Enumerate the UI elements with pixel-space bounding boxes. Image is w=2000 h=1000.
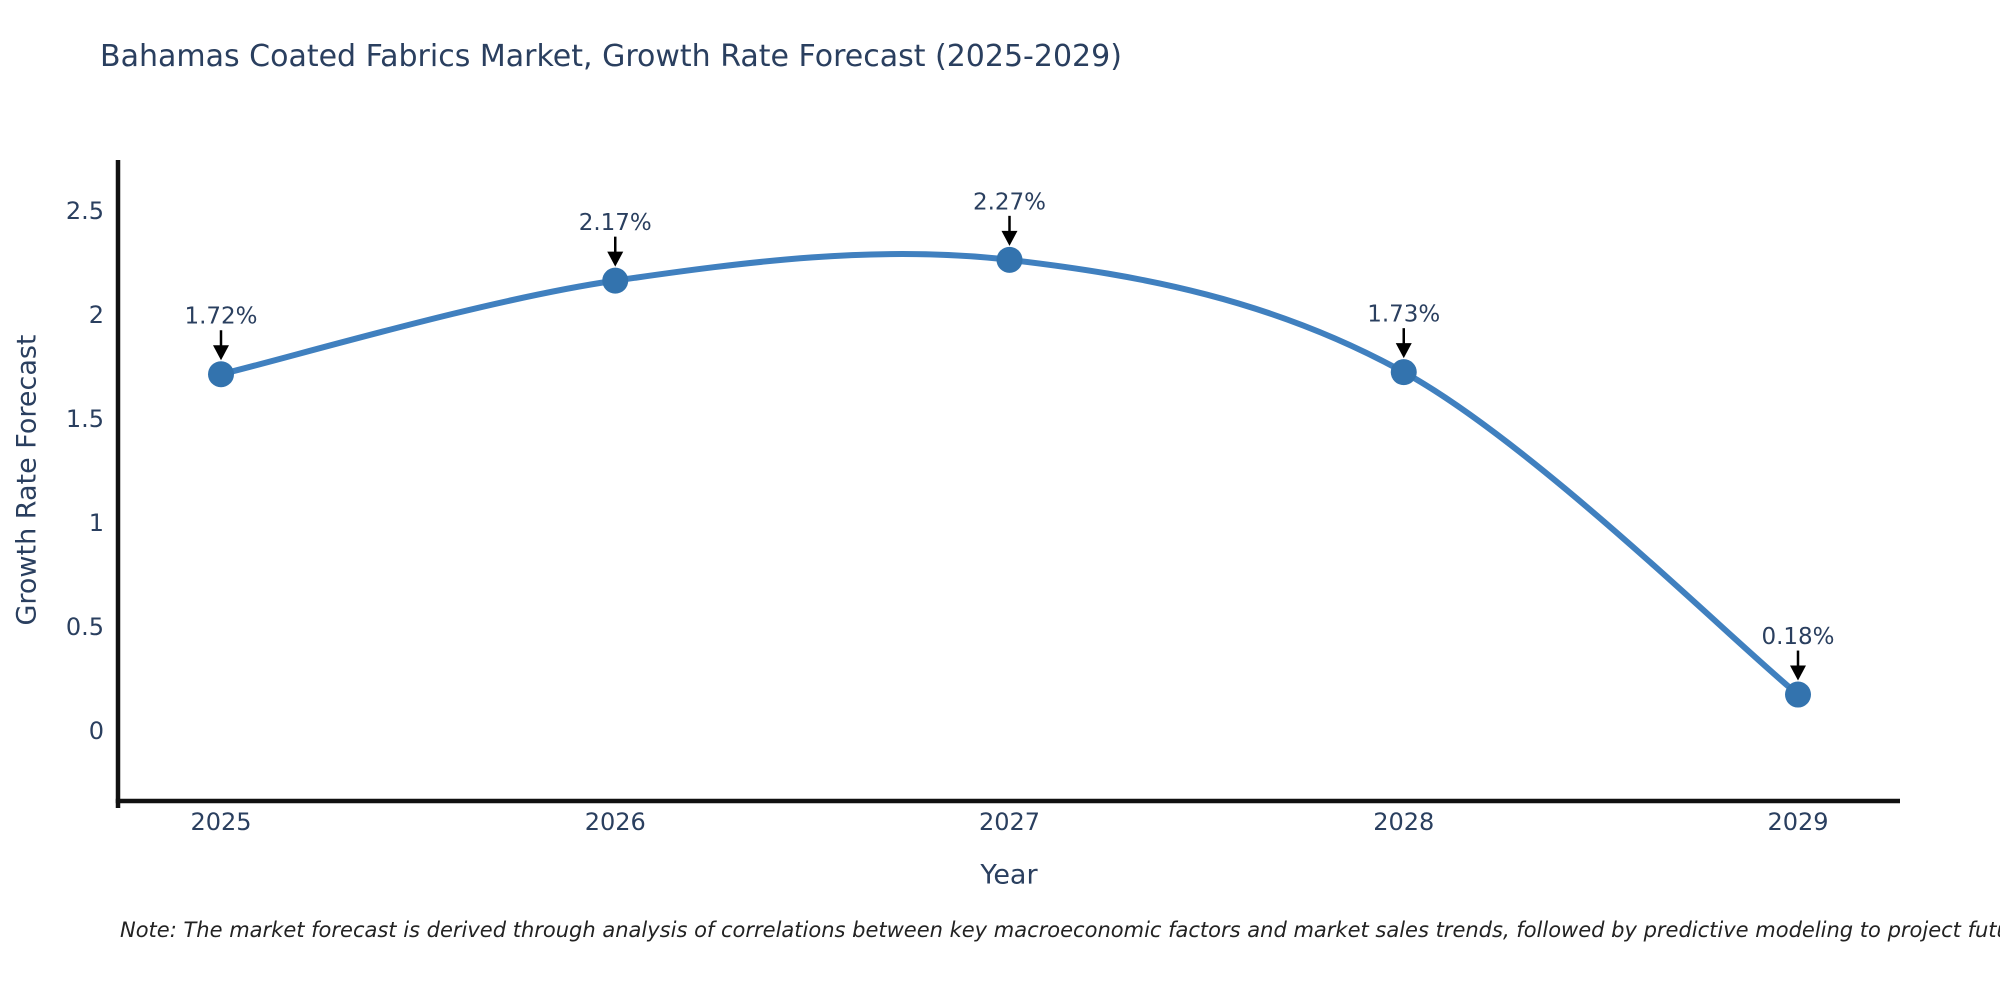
- annotation-arrow-head-icon: [213, 345, 229, 361]
- data-point-marker: [996, 246, 1023, 273]
- annotation-arrow-head-icon: [1790, 665, 1806, 681]
- growth-rate-line: [218, 250, 1801, 698]
- y-tick-label: 0: [89, 717, 104, 745]
- x-tick-label: 2027: [979, 808, 1040, 836]
- x-axis-title: Year: [979, 860, 1038, 891]
- chart-title: Bahamas Coated Fabrics Market, Growth Ra…: [100, 39, 1122, 74]
- x-tick-label: 2025: [190, 808, 251, 836]
- annotation-arrow-head-icon: [1395, 343, 1412, 359]
- annotation-arrow-head-icon: [607, 251, 624, 267]
- data-point-marker: [1390, 359, 1417, 386]
- annotations-layer: 1.72% 2.17% 2.27% 1.73% 0.18%: [184, 189, 1835, 681]
- point-value-label: 2.27%: [973, 189, 1046, 215]
- x-tick-label: 2026: [585, 808, 646, 836]
- point-value-label: 2.17%: [579, 210, 652, 236]
- y-tick-label: 2.5: [66, 197, 104, 225]
- data-point-marker: [602, 267, 629, 294]
- point-value-label: 0.18%: [1761, 624, 1834, 650]
- annotation-arrow-head-icon: [1001, 230, 1018, 246]
- series-layer: [208, 246, 1811, 708]
- data-point-marker: [1785, 681, 1811, 708]
- footnote: Note: The market forecast is derived thr…: [120, 918, 2000, 942]
- y-tick-label: 1: [89, 509, 104, 537]
- y-axis-title: Growth Rate Forecast: [12, 334, 43, 625]
- x-tick-label: 2028: [1373, 808, 1434, 836]
- tick-labels-layer: 0 0.5 1 1.5 2 2.5 2025 2026 2027 2028 2029: [66, 197, 1829, 836]
- y-tick-label: 0.5: [66, 613, 104, 641]
- x-tick-label: 2029: [1767, 808, 1828, 836]
- data-point-marker: [208, 361, 234, 388]
- y-tick-label: 1.5: [66, 405, 104, 433]
- point-value-label: 1.73%: [1367, 302, 1440, 328]
- point-value-label: 1.72%: [184, 304, 257, 330]
- y-tick-label: 2: [89, 301, 104, 329]
